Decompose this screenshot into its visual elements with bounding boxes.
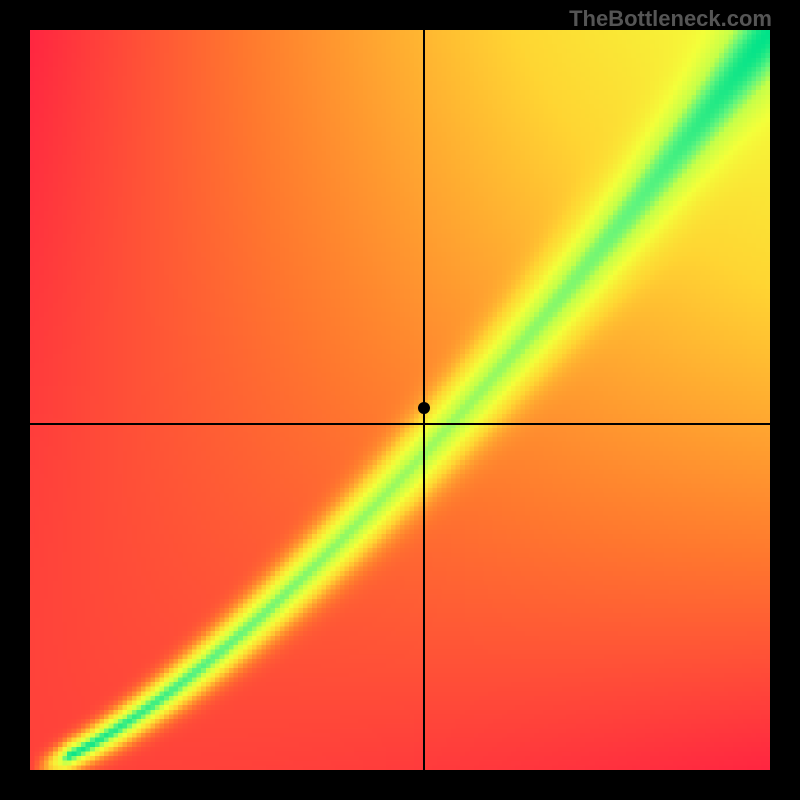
bottleneck-heatmap [30,30,770,770]
crosshair-vertical [423,30,425,770]
crosshair-horizontal [30,423,770,425]
chart-container: { "watermark": "TheBottleneck.com", "can… [0,0,800,800]
watermark-text: TheBottleneck.com [569,6,772,32]
